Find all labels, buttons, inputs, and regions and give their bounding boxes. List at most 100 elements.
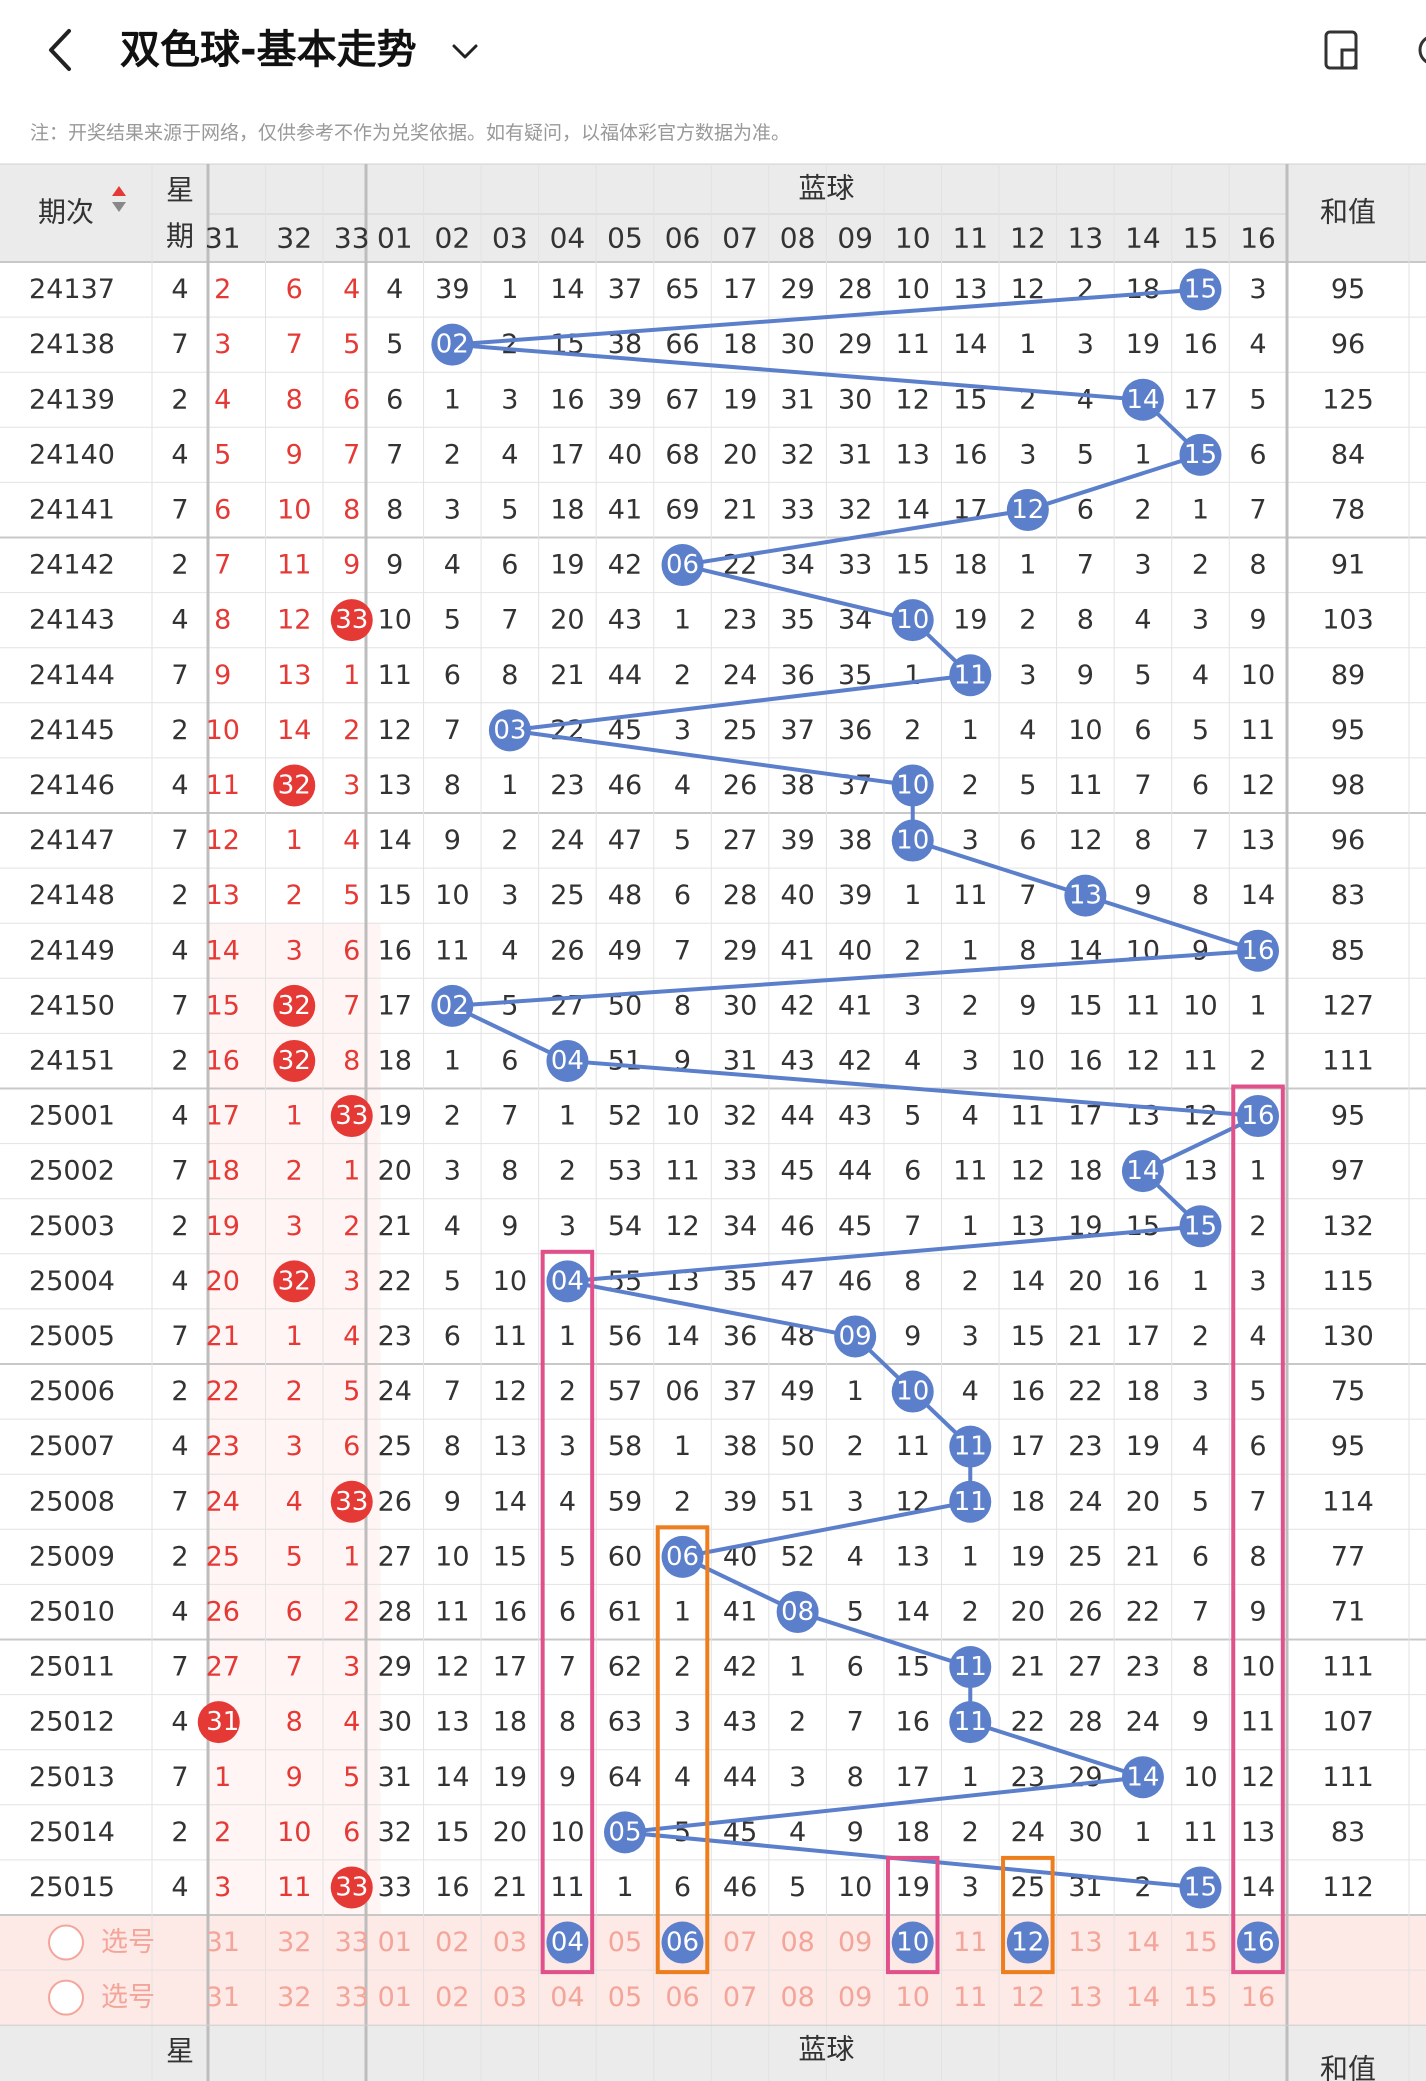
blue-miss-cell: 17 xyxy=(1011,1431,1045,1462)
blue-miss-cell: 7 xyxy=(904,1211,921,1242)
blue-miss-cell: 7 xyxy=(674,935,691,966)
red-miss-cell: 7 xyxy=(343,990,360,1021)
blue-miss-cell: 20 xyxy=(378,1156,412,1187)
blue-col-header: 12 xyxy=(1010,222,1046,255)
predict-blue-number[interactable]: 04 xyxy=(550,1982,584,2013)
period-cell: 24148 xyxy=(29,880,115,911)
blue-miss-cell: 20 xyxy=(493,1817,527,1848)
red-miss-cell: 4 xyxy=(343,1321,360,1352)
week-cell: 2 xyxy=(171,1817,188,1848)
blue-ball xyxy=(603,1811,646,1854)
period-cell: 25003 xyxy=(29,1211,115,1242)
predict-blue-number[interactable]: 07 xyxy=(723,1982,757,2013)
period-cell: 25002 xyxy=(29,1156,115,1187)
predict-blue-number[interactable]: 05 xyxy=(608,1982,642,2013)
predict-blue-number[interactable]: 09 xyxy=(838,1927,872,1958)
week-cell: 2 xyxy=(171,1211,188,1242)
red-zone-tint xyxy=(208,1639,381,1695)
week-cell: 7 xyxy=(171,1321,188,1352)
predict-blue-number[interactable]: 13 xyxy=(1068,1982,1102,2013)
predict-blue-number[interactable]: 14 xyxy=(1126,1927,1160,1958)
predict-blue-number[interactable]: 01 xyxy=(378,1927,412,1958)
period-cell: 25006 xyxy=(29,1376,115,1407)
predict-blue-ball[interactable] xyxy=(891,1921,934,1964)
predict-blue-number[interactable]: 02 xyxy=(435,1927,469,1958)
red-miss-cell: 14 xyxy=(277,715,311,746)
predict-blue-number[interactable]: 02 xyxy=(435,1982,469,2013)
predict-label: 选号 xyxy=(101,1927,155,1958)
red-zone-tint xyxy=(208,1143,381,1199)
predict-blue-ball[interactable] xyxy=(661,1921,704,1964)
red-miss-cell: 9 xyxy=(286,439,303,470)
predict-blue-number[interactable]: 08 xyxy=(780,1927,814,1958)
predict-blue-ball[interactable] xyxy=(1006,1921,1049,1964)
blue-miss-cell: 43 xyxy=(780,1045,814,1076)
sort-down-icon[interactable] xyxy=(112,202,126,212)
predict-radio[interactable] xyxy=(48,1924,84,1961)
blue-miss-cell: 4 xyxy=(1249,1321,1266,1352)
predict-blue-number[interactable]: 11 xyxy=(953,1927,987,1958)
orange-highlight-box xyxy=(1001,1855,1055,1975)
predict-blue-number[interactable]: 06 xyxy=(665,1982,699,2013)
predict-blue-number[interactable]: 15 xyxy=(1183,1982,1217,2013)
predict-blue-number[interactable]: 15 xyxy=(1183,1927,1217,1958)
table-row-bg xyxy=(0,372,1426,428)
blue-miss-cell: 44 xyxy=(838,1156,872,1187)
predict-radio[interactable] xyxy=(48,1979,84,2016)
blue-miss-cell: 17 xyxy=(896,1762,930,1793)
sort-up-icon[interactable] xyxy=(112,186,126,196)
title-dropdown-button[interactable] xyxy=(448,34,482,68)
predict-blue-number[interactable]: 09 xyxy=(838,1982,872,2013)
blue-miss-cell: 7 xyxy=(1134,770,1151,801)
predict-blue-number[interactable]: 01 xyxy=(378,1982,412,2013)
blue-ball-number: 14 xyxy=(1126,1762,1159,1792)
predict-blue-number[interactable]: 12 xyxy=(1011,1982,1045,2013)
predict-blue-number[interactable]: 03 xyxy=(493,1982,527,2013)
table-row-bg xyxy=(0,757,1426,813)
predict-blue-number[interactable]: 08 xyxy=(780,1982,814,2013)
blue-miss-cell: 32 xyxy=(723,1101,757,1132)
blue-miss-cell: 41 xyxy=(608,494,642,525)
blue-miss-cell: 9 xyxy=(559,1762,576,1793)
blue-miss-cell: 11 xyxy=(896,1431,930,1462)
predict-blue-number[interactable]: 16 xyxy=(1241,1982,1275,2013)
blue-miss-cell: 4 xyxy=(904,1045,921,1076)
predict-blue-number[interactable]: 10 xyxy=(896,1982,930,2013)
blue-miss-cell: 1 xyxy=(904,880,921,911)
red-miss-cell: 24 xyxy=(206,1486,240,1517)
layout-toggle-button[interactable] xyxy=(1320,28,1364,72)
predict-blue-ball[interactable] xyxy=(1237,1921,1280,1964)
red-miss-cell: 1 xyxy=(214,1762,231,1793)
blue-ball-number: 16 xyxy=(1241,1101,1274,1131)
blue-miss-cell: 12 xyxy=(1011,1156,1045,1187)
predict-blue-number[interactable]: 05 xyxy=(608,1927,642,1958)
predict-blue-ball[interactable] xyxy=(546,1921,589,1964)
red-ball-number: 31 xyxy=(206,1707,239,1737)
red-miss-cell: 5 xyxy=(343,880,360,911)
predict-blue-number[interactable]: 03 xyxy=(493,1927,527,1958)
week-cell: 4 xyxy=(171,439,188,470)
predict-blue-number[interactable]: 13 xyxy=(1068,1927,1102,1958)
blue-col-header: 02 xyxy=(435,222,471,255)
predict-blue-number[interactable]: 14 xyxy=(1126,1982,1160,2013)
blue-miss-cell: 4 xyxy=(962,1376,979,1407)
blue-miss-cell: 26 xyxy=(378,1486,412,1517)
red-miss-cell: 10 xyxy=(206,715,240,746)
red-ball-number: 32 xyxy=(278,770,311,800)
more-button[interactable] xyxy=(1414,30,1426,70)
red-ball-number: 33 xyxy=(335,1101,368,1131)
blue-ball-number: 10 xyxy=(896,1377,929,1407)
blue-miss-cell: 2 xyxy=(1134,494,1151,525)
blue-miss-cell: 4 xyxy=(847,1541,864,1572)
blue-miss-cell: 44 xyxy=(723,1762,757,1793)
blue-miss-cell: 37 xyxy=(780,715,814,746)
blue-miss-cell: 16 xyxy=(1126,1266,1160,1297)
period-cell: 24146 xyxy=(29,770,115,801)
back-button[interactable] xyxy=(40,22,80,78)
predict-blue-number[interactable]: 11 xyxy=(953,1982,987,2013)
blue-ball xyxy=(488,709,531,752)
predict-blue-number[interactable]: 07 xyxy=(723,1927,757,1958)
blue-ball-number: 11 xyxy=(954,660,987,690)
red-miss-cell: 1 xyxy=(343,1541,360,1572)
blue-miss-cell: 39 xyxy=(838,880,872,911)
